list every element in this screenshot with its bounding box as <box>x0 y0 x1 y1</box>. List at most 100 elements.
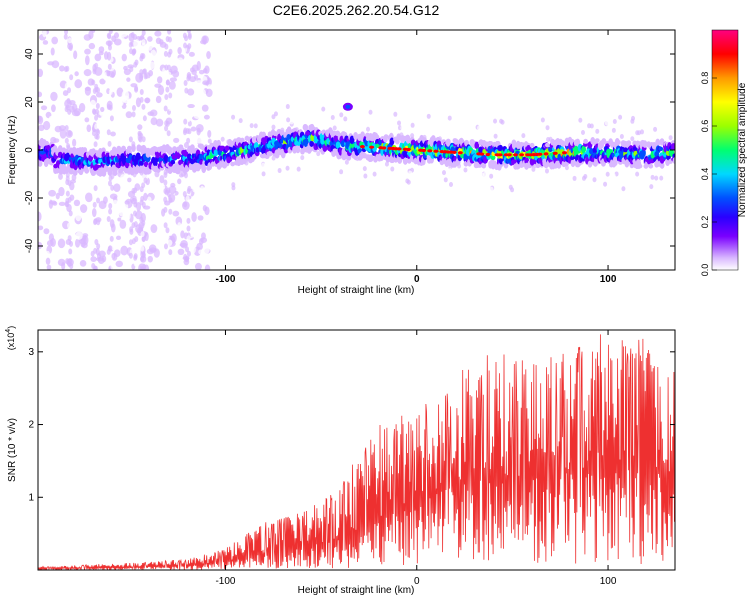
heatmap-streak-cell <box>108 180 113 187</box>
heatmap-noise-cell <box>304 170 309 176</box>
heatmap-noise-cell <box>51 60 60 69</box>
heatmap-streak-cell <box>92 87 97 94</box>
heatmap-cell <box>251 154 257 160</box>
heatmap-noise-cell <box>125 111 133 119</box>
heatmap-noise-cell <box>75 238 81 248</box>
heatmap-noise-cell <box>126 262 133 270</box>
heatmap-noise-cell <box>103 51 109 60</box>
heatmap-noise-cell <box>84 86 92 91</box>
heatmap-streak-cell <box>186 225 191 232</box>
heatmap-noise-cell <box>220 136 225 142</box>
heatmap-noise-cell <box>177 222 182 231</box>
heatmap-noise-cell <box>121 53 127 62</box>
heatmap-noise-cell <box>612 119 617 125</box>
heatmap-noise-cell <box>635 171 640 177</box>
heatmap-noise-cell <box>500 119 505 125</box>
heatmap-noise-cell <box>441 164 446 170</box>
heatmap-streak-cell <box>141 42 146 49</box>
heatmap-noise-cell <box>156 76 163 84</box>
heatmap-streak-cell <box>91 30 96 34</box>
heatmap-noise-cell <box>524 170 529 176</box>
heatmap-streak-cell <box>134 85 139 92</box>
heatmap-streak-cell <box>94 123 99 130</box>
heatmap-cell <box>272 131 278 137</box>
heatmap-cell <box>155 151 161 159</box>
heatmap-x-tick-label: 100 <box>600 274 617 285</box>
heatmap-noise-cell <box>53 138 60 143</box>
heatmap-streak-cell <box>168 249 173 256</box>
heatmap-streak-cell <box>129 228 134 235</box>
heatmap-outlier-core <box>345 104 351 109</box>
heatmap-noise-cell <box>184 110 192 117</box>
heatmap-noise-cell <box>393 111 398 117</box>
heatmap-noise-cell <box>296 166 301 172</box>
heatmap-noise-cell <box>118 66 123 73</box>
heatmap-noise-cell <box>277 168 282 174</box>
heatmap-noise-cell <box>117 217 122 222</box>
heatmap-noise-cell <box>98 46 105 53</box>
heatmap-noise-cell <box>38 225 44 231</box>
heatmap-noise-cell <box>170 103 177 110</box>
snr-scale-label: (x104) <box>5 326 16 350</box>
heatmap-cell <box>44 140 49 146</box>
heatmap-streak-cell <box>92 68 97 75</box>
heatmap-noise-cell <box>150 224 158 234</box>
svg-text:(x104): (x104) <box>5 326 16 350</box>
heatmap-noise-cell <box>199 47 207 53</box>
heatmap-cell <box>72 169 78 176</box>
heatmap-noise-cell <box>99 78 106 85</box>
heatmap-noise-cell <box>69 62 75 68</box>
heatmap-streak-cell <box>108 104 113 111</box>
heatmap-noise-cell <box>137 124 143 130</box>
heatmap-streak-cell <box>164 64 169 71</box>
snr-y-tick-label: 3 <box>28 347 34 358</box>
heatmap-cell <box>38 160 43 167</box>
heatmap-streak-cell <box>109 235 114 242</box>
heatmap-noise-cell <box>419 182 424 188</box>
heatmap-streak-cell <box>96 197 101 204</box>
heatmap-noise-cell <box>120 174 127 183</box>
heatmap-streak-cell <box>183 80 188 87</box>
heatmap-streak-cell <box>164 43 169 50</box>
heatmap-noise-cell <box>467 183 472 189</box>
heatmap-noise-cell <box>457 173 462 179</box>
heatmap-noise-cell <box>263 162 268 168</box>
heatmap-cell <box>349 136 355 145</box>
heatmap-streak-cell <box>96 219 101 226</box>
heatmap-streak-cell <box>186 235 191 242</box>
heatmap-streak-cell <box>65 190 70 197</box>
heatmap-noise-cell <box>55 192 60 200</box>
heatmap-noise-cell <box>40 105 48 111</box>
heatmap-noise-cell <box>144 97 151 104</box>
snr-series-line <box>38 334 675 570</box>
heatmap-y-tick-label: 0 <box>24 147 35 153</box>
snr-y-tick-label: 1 <box>28 492 34 503</box>
heatmap-cell <box>402 157 408 165</box>
heatmap-noise-cell <box>119 97 124 107</box>
heatmap-noise-cell <box>43 228 50 235</box>
heatmap-noise-cell <box>473 173 478 179</box>
heatmap-streak-cell <box>94 238 99 245</box>
heatmap-streak-cell <box>67 180 72 187</box>
heatmap-noise-cell <box>149 61 155 70</box>
heatmap-noise-cell <box>540 117 545 123</box>
heatmap-cell <box>309 140 315 147</box>
heatmap-noise-cell <box>390 166 395 172</box>
heatmap-noise-cell <box>581 175 586 181</box>
colorbar-tick-label: 0.4 <box>700 168 710 181</box>
heatmap-noise-cell <box>370 164 375 170</box>
heatmap-streak-cell <box>65 175 70 182</box>
heatmap-streak-cell <box>64 30 69 35</box>
heatmap-noise-cell <box>91 207 97 218</box>
heatmap-cell <box>623 147 628 153</box>
heatmap-noise-cell <box>325 111 330 117</box>
heatmap-noise-cell <box>408 170 413 176</box>
heatmap-noise-cell <box>57 238 66 249</box>
heatmap-noise-cell <box>59 65 65 72</box>
heatmap-cell <box>659 161 665 169</box>
heatmap-noise-cell <box>198 238 204 245</box>
heatmap-noise-cell <box>193 112 201 119</box>
heatmap-streak-cell <box>131 187 136 194</box>
heatmap-noise-cell <box>58 201 66 207</box>
